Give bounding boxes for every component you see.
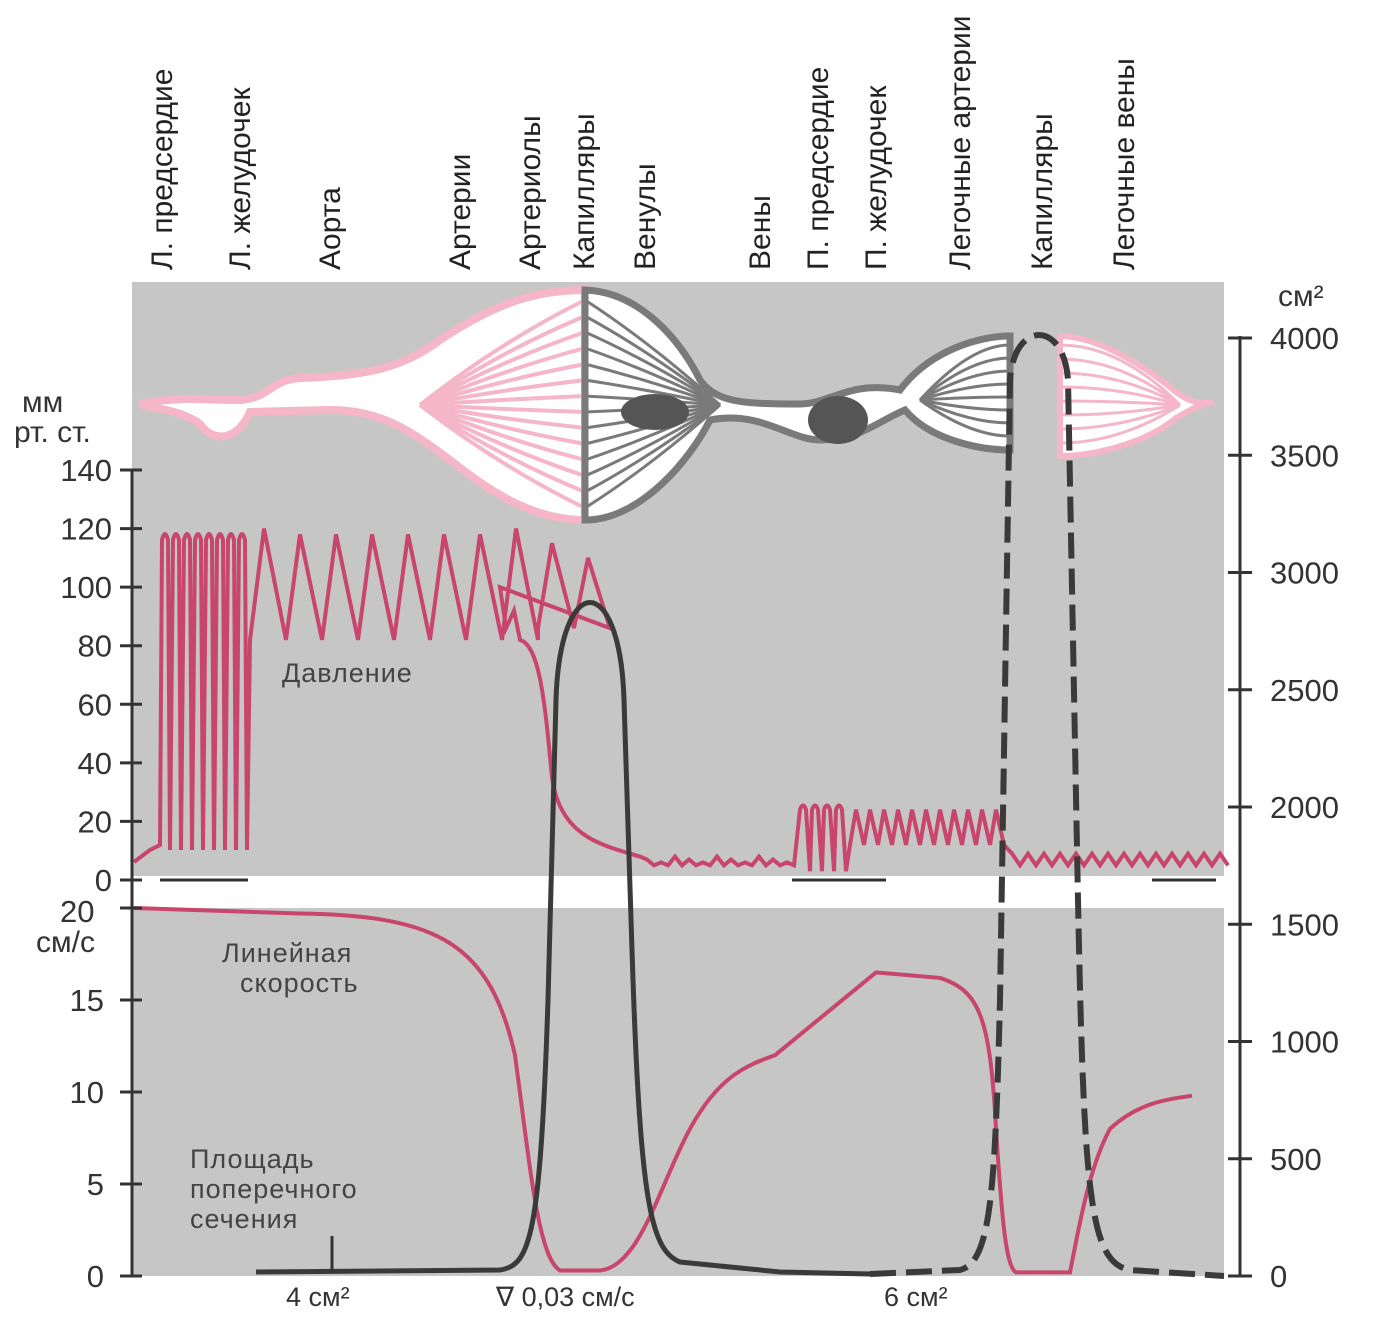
lower-panel [132,908,1224,1276]
header-label-pulm-arteries: Легочные артерии [944,16,977,270]
venous-branch [584,403,721,462]
pressure-unit-line2: рт. ст. [14,416,91,449]
pulm-artery-branch [919,369,1011,402]
pressure-tick-label: 100 [60,570,112,605]
venous-pool [621,394,689,430]
pulm-vein-branch [1059,343,1182,407]
velocity-tick-label: 5 [87,1167,104,1202]
area-tick-label: 2000 [1270,790,1339,825]
header-label-capillaries: Капилляры [568,113,601,270]
velocity-tick-label: 10 [70,1075,104,1110]
venous-branch [584,314,721,407]
pressure-tick-label: 60 [78,687,112,722]
arterial-branch [419,394,586,407]
arterial-branch [419,403,586,446]
venous-branch [584,403,721,494]
header-label-arterioles: Артериолы [514,115,547,270]
area-label-line3: сечения [190,1204,298,1234]
right-heart [808,396,868,444]
velocity-label-line2: скорость [240,968,359,998]
pulm-artery-branch [918,343,1011,402]
velocity-tick-label: 15 [70,983,104,1018]
area-curve-pulmonary [869,332,1225,1279]
header-label-arteries: Артерии [444,154,477,270]
header-labels: Л. предсердие Л. желудочек Аорта Артерии Арт… [146,16,1141,270]
pressure-tick-label: 40 [78,746,112,781]
header-label-venules: Венулы [629,163,662,270]
pulm-artery-branch [919,398,1011,412]
area-tick-label: 1000 [1270,1025,1339,1060]
area-tick-label: 2500 [1270,673,1339,708]
area-label-line2: поперечного [190,1174,358,1204]
pulm-area-note: 6 см² [884,1282,948,1312]
velocity-label-line1: Линейная [222,938,352,968]
arterial-branch [419,346,586,407]
area-tick-label: 3500 [1270,438,1339,473]
pulm-artery-branch [919,382,1011,402]
pressure-label: Давление [282,658,413,688]
venous-branch [584,362,721,407]
area-unit: см² [1278,280,1324,313]
pressure-tick-label: 120 [60,512,112,547]
area-label-line1: Площадь [190,1144,315,1174]
capillary-velocity-note: ∇ 0,03 см/с [495,1282,635,1312]
velocity-unit-value: 20 [60,894,94,929]
area-tick-label: 4000 [1270,321,1339,356]
pressure-tick-label: 20 [78,804,112,839]
venous-branch [584,403,721,510]
header-label-pulm-capillaries: Капилляры [1026,113,1059,270]
area-tick-label: 3000 [1270,556,1339,591]
header-label-r-atrium: П. предсердие [802,67,835,270]
header-label-aorta: Аорта [314,187,347,270]
velocity-curve [133,906,1193,1275]
pulm-vein-branch [1059,399,1181,407]
pulm-vein-branch [1059,403,1181,431]
header-label-pulm-veins: Легочные вены [1108,58,1141,270]
area-tick-label: 1500 [1270,907,1339,942]
pulm-vein-branch [1059,403,1181,417]
venous-branch [584,346,721,407]
pressure-tick-label: 80 [78,629,112,664]
velocity-unit: см/с [36,926,95,959]
arterial-branch [419,330,586,407]
venous-branch [584,330,721,407]
pulm-vein-branch [1059,357,1181,407]
area-tick-label: 0 [1270,1259,1287,1294]
arterial-branch [419,378,586,407]
pulm-artery-branch [919,398,1011,438]
pressure-curve [132,528,1230,872]
right-axis-ticks: 4000 3500 3000 2500 2000 1500 1000 500 0 [1228,321,1339,1294]
pressure-tick-label: 140 [60,453,112,488]
pulm-vein-branch [1059,403,1181,445]
header-label-l-atrium: Л. предсердие [146,69,179,270]
pulm-artery-branch [919,395,1011,402]
arterial-branch [419,362,586,407]
venous-branch [584,403,721,478]
pulm-vein-branch [1059,371,1181,407]
pressure-tick-label: 0 [95,863,112,898]
arterial-branch [419,403,586,414]
aorta-area-note: 4 см² [286,1282,350,1312]
arterial-branch [418,403,586,510]
header-label-r-ventricle: П. желудочек [860,85,893,270]
arterial-branch [419,403,586,462]
venous-branch [584,298,722,407]
arterial-branch [419,403,586,430]
pressure-unit-line1: мм [22,386,63,419]
header-label-veins: Вены [744,195,777,270]
velocity-tick-label: 0 [87,1259,104,1294]
header-label-l-ventricle: Л. желудочек [224,87,257,270]
venous-branch [584,378,721,407]
pulm-artery-branch [919,398,1011,425]
area-tick-label: 500 [1270,1142,1322,1177]
panel-gap [120,876,1240,908]
area-curve [255,600,871,1277]
pulm-vein-branch [1059,385,1181,407]
pulm-artery-branch [919,356,1011,402]
